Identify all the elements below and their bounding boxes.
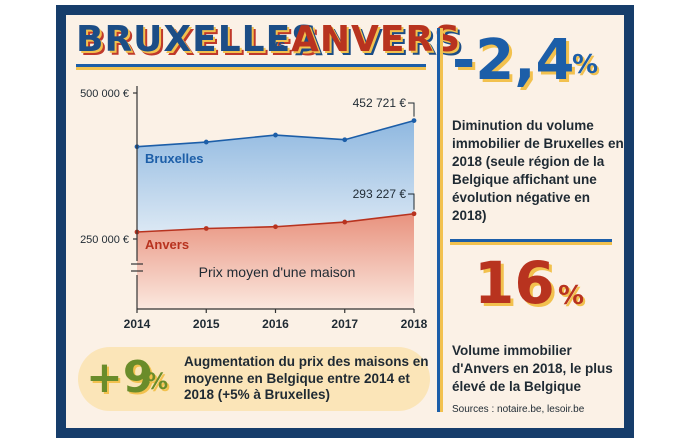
header-stripe-yellow — [76, 67, 426, 70]
stat-increase-value: +9 — [86, 352, 154, 403]
stat-decline-unit: % — [572, 50, 599, 80]
point-anvers-2018 — [411, 211, 417, 217]
point-bruxelles-2015 — [203, 139, 209, 145]
header-stripe-blue — [76, 64, 426, 67]
increase-callout — [78, 347, 430, 411]
y-tick-label-500000: 500 000 € — [80, 88, 129, 100]
title-vs: vs — [271, 37, 286, 52]
x-tick-label-2018: 2018 — [401, 317, 428, 331]
x-tick-label-2017: 2017 — [331, 317, 358, 331]
stat-decline-value: -2,4 — [452, 28, 575, 93]
title-bruxelles: BRUXELLES — [76, 19, 319, 60]
separator-blue — [450, 239, 612, 242]
x-tick-label-2016: 2016 — [262, 317, 289, 331]
point-anvers-2016 — [273, 224, 278, 230]
stat-antwerp-text: Volume immobilier d'Anvers en 2018, le p… — [452, 343, 613, 394]
point-bruxelles-2017 — [342, 137, 348, 143]
divider-yellow — [440, 28, 443, 412]
stat-antwerp-unit: % — [558, 281, 585, 311]
chart-title: Prix moyen d'une maison — [199, 264, 356, 280]
point-bruxelles-2018 — [411, 118, 417, 124]
y-tick-label-250000: 250 000 € — [80, 234, 129, 246]
series-label-bruxelles: Bruxelles — [145, 151, 204, 166]
stat-increase-text: Augmentation du prix des maisons en moye… — [184, 354, 429, 402]
annotation-leader-anvers — [408, 193, 415, 210]
area-anvers — [137, 213, 414, 309]
sources-note: Sources : notaire.be, lesoir.be — [452, 404, 585, 415]
title-anvers: ANVERS — [291, 19, 462, 60]
stat-antwerp-value: 16 — [474, 249, 555, 317]
price-chart: 250 000 € 500 000 € 2014 2015 2016 2017 2018 Br… — [80, 86, 428, 331]
area-bruxelles — [137, 120, 414, 232]
divider-blue — [437, 28, 440, 412]
separator-yellow — [450, 242, 612, 245]
series-label-anvers: Anvers — [145, 237, 189, 252]
annotation-bruxelles-2018: 452 721 € — [353, 96, 407, 110]
annotation-anvers-2018: 293 227 € — [353, 187, 407, 201]
x-tick-label-2014: 2014 — [124, 317, 151, 331]
stat-decline-text: Diminution du volume immobilier de Bruxe… — [452, 118, 624, 223]
point-anvers-2015 — [203, 226, 209, 231]
point-anvers-2017 — [342, 219, 348, 225]
stat-increase-unit: % — [146, 370, 169, 395]
point-bruxelles-2016 — [273, 132, 278, 138]
x-tick-label-2015: 2015 — [193, 317, 220, 331]
annotation-leader-bruxelles — [408, 102, 415, 117]
